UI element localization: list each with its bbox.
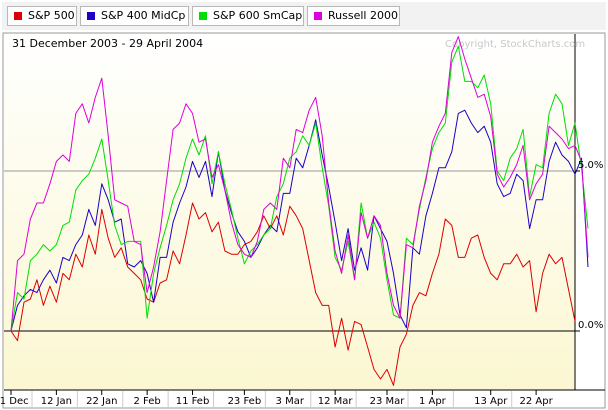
legend-swatch-magenta: [314, 12, 322, 20]
copyright-label: Copyright, StockCharts.com: [445, 39, 585, 50]
series-line-s-p-500: [10, 202, 576, 386]
x-tick-label: 23 Mar: [370, 396, 406, 407]
legend-label: S&P 400 MidCp: [101, 9, 186, 22]
legend-label: Russell 2000: [328, 9, 398, 22]
date-range-label: 31 December 2003 - 29 April 2004: [12, 37, 203, 50]
series-line-s-p-600-smcap: [10, 45, 589, 332]
x-tick-label: 2 Feb: [134, 396, 161, 407]
x-tick-label: 23 Feb: [228, 396, 262, 407]
legend-swatch-green: [199, 12, 207, 20]
x-tick-label: 12 Jan: [41, 396, 72, 407]
legend-bar: S&P 500 S&P 400 MidCp S&P 600 SmCap Russ…: [2, 2, 606, 30]
legend-swatch-blue: [87, 12, 95, 20]
y-tick-label: 5.0%: [578, 160, 603, 171]
x-tick-label: 1 Apr: [419, 396, 447, 407]
series-line-russell-2000: [10, 36, 589, 332]
legend-label: S&P 500: [28, 9, 75, 22]
legend-item-russell2000[interactable]: Russell 2000: [307, 6, 400, 26]
y-tick-label: 0.0%: [578, 320, 603, 331]
x-tick-label: 11 Feb: [176, 396, 210, 407]
x-tick-label: 31 Dec: [0, 396, 29, 407]
x-tick-label: 3 Mar: [276, 396, 305, 407]
x-tick-label: 22 Jan: [86, 396, 117, 407]
series-line-s-p-400-midcp: [10, 109, 589, 332]
x-tick-label: 12 Mar: [318, 396, 354, 407]
legend-swatch-red: [14, 12, 22, 20]
x-tick-label: 13 Apr: [474, 396, 508, 407]
x-tick-label: 22 Apr: [520, 396, 554, 407]
legend-item-sp600[interactable]: S&P 600 SmCap: [192, 6, 304, 26]
legend-item-sp500[interactable]: S&P 500: [7, 6, 77, 26]
legend-item-sp400[interactable]: S&P 400 MidCp: [80, 6, 189, 26]
legend-label: S&P 600 SmCap: [213, 9, 303, 22]
